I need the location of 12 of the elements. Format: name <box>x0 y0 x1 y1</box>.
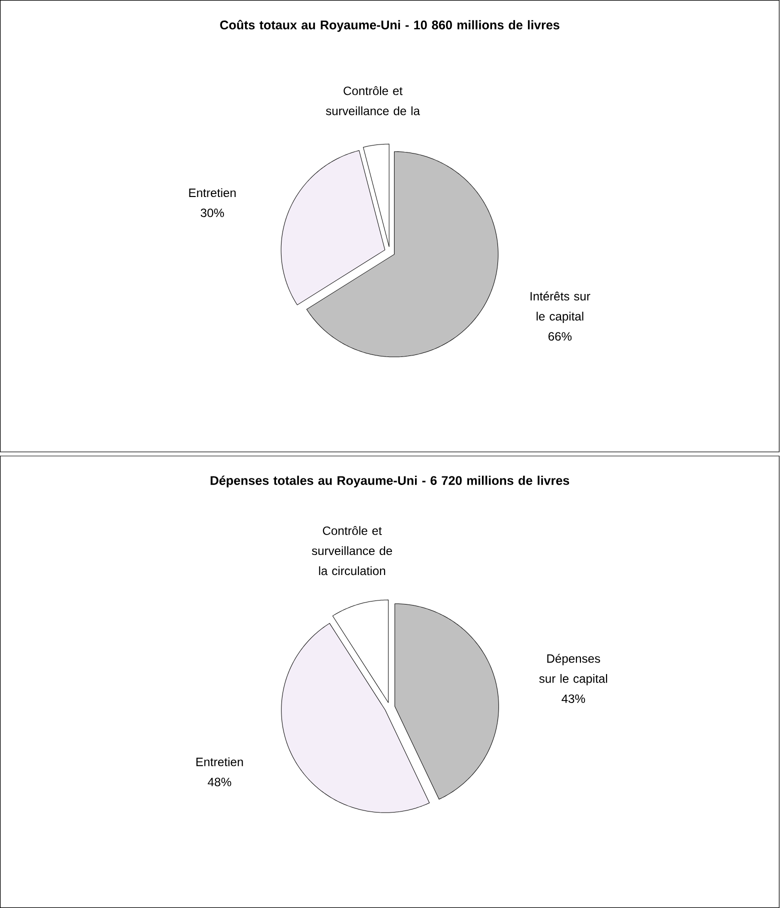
data-label: 43% <box>562 694 586 703</box>
chart-title: Dépenses totales au Royaume-Uni - 6 720 millions de livres <box>210 476 570 488</box>
data-label: 30% <box>200 208 224 218</box>
slice-label: Entretien <box>189 188 236 198</box>
slice-label: Contrôle et surveillance de la circulation <box>312 526 392 576</box>
slice-label: Entretien <box>196 757 244 766</box>
data-label: 66% <box>548 332 572 341</box>
slice-label: Contrôle et surveillance de la <box>326 86 420 116</box>
slice-label: Intérêts sur le capital <box>530 292 590 323</box>
slice-label: Dépenses sur le capital <box>540 654 608 686</box>
data-label: 48% <box>208 778 232 786</box>
chart-title: Coûts totaux au Royaume-Uni - 10 860 millions de livres <box>220 20 560 32</box>
